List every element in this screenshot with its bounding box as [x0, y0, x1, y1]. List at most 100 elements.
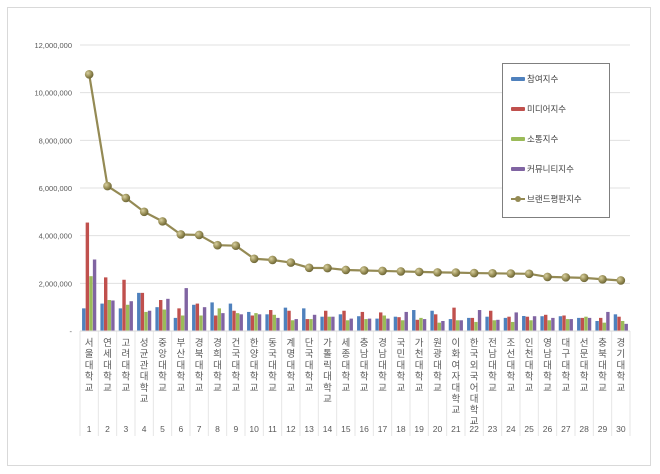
x-category-label: 교	[470, 416, 479, 427]
x-rank-label: 4	[142, 424, 147, 434]
x-category-label: 단	[305, 338, 314, 349]
line-marker	[286, 258, 296, 267]
x-category-label: 학	[250, 372, 259, 383]
y-tick-label: 12,000,000	[34, 41, 72, 50]
x-category-label: 경	[213, 337, 222, 349]
x-category-label: 교	[195, 383, 204, 394]
x-category-label: 대	[103, 360, 112, 371]
x-category-label: 남	[360, 349, 369, 360]
line-marker	[103, 181, 112, 191]
x-category-label: 대	[176, 360, 185, 371]
x-category-label: 교	[268, 383, 277, 394]
bar	[624, 323, 628, 331]
x-category-label: 교	[451, 405, 460, 416]
bar	[565, 319, 570, 331]
line-marker	[323, 263, 332, 273]
bar	[349, 318, 353, 331]
x-rank-label: 12	[286, 424, 296, 434]
bar-series	[82, 222, 628, 331]
bar	[459, 320, 463, 331]
x-category-label: 대	[598, 360, 607, 371]
line-marker	[543, 272, 552, 282]
x-category-label: 가	[415, 338, 424, 349]
bar	[327, 316, 331, 331]
bar	[269, 310, 273, 331]
x-category-label: 조	[506, 338, 515, 349]
x-rank-label: 20	[433, 424, 443, 434]
bar	[551, 317, 555, 331]
line-marker	[121, 193, 131, 203]
bar	[525, 316, 530, 331]
x-category-label: 국	[470, 372, 479, 383]
bar	[580, 317, 585, 331]
bar	[430, 310, 434, 331]
bar	[503, 317, 508, 331]
x-category-label: 대	[616, 360, 625, 371]
line-marker	[378, 266, 387, 276]
bar	[180, 315, 185, 331]
x-category-label: 학	[470, 405, 479, 416]
line-marker	[414, 267, 424, 277]
x-category-label: 대	[470, 394, 479, 405]
x-category-label: 구	[561, 349, 570, 360]
x-category-label: 대	[506, 360, 515, 371]
x-category-label: 대	[561, 360, 570, 371]
x-category-label: 교	[213, 383, 222, 394]
x-category-label: 서	[85, 338, 94, 349]
x-category-label: 려	[121, 348, 130, 360]
x-category-label: 광	[433, 348, 442, 360]
bar	[379, 312, 383, 331]
bar	[210, 302, 214, 331]
bar	[360, 311, 365, 331]
bar	[125, 304, 130, 331]
x-category-label: 교	[250, 383, 259, 394]
x-category-label: 교	[360, 383, 369, 394]
x-category-label: 교	[561, 383, 570, 394]
x-category-label: 화	[451, 349, 460, 360]
x-category-label: 학	[231, 372, 240, 383]
bar	[192, 304, 196, 331]
bar	[569, 319, 573, 331]
x-category-label: 학	[488, 372, 497, 383]
x-category-label: 교	[286, 383, 295, 394]
line-marker	[194, 230, 204, 240]
bar	[441, 320, 445, 331]
bar	[247, 311, 251, 331]
bar	[137, 292, 141, 331]
x-category-label: 가	[323, 338, 332, 349]
x-category-label: 남	[543, 349, 552, 360]
bar	[228, 303, 233, 331]
bar	[448, 319, 453, 331]
x-rank-label: 21	[451, 424, 461, 434]
bar	[338, 314, 343, 331]
x-category-label: 대	[543, 360, 552, 371]
line-marker	[579, 273, 589, 283]
x-category-label: 학	[176, 372, 185, 383]
bar	[613, 314, 618, 331]
bar	[235, 313, 240, 331]
bar	[599, 317, 603, 331]
y-tick-label: 2,000,000	[39, 279, 72, 288]
x-category-label: 인	[525, 338, 534, 349]
x-category-label: 성	[140, 338, 149, 349]
bar	[532, 316, 537, 331]
x-category-label: 선	[506, 349, 515, 360]
bar	[276, 317, 280, 331]
x-rank-label: 17	[378, 424, 388, 434]
line-marker	[469, 268, 479, 278]
x-category-label: 문	[580, 349, 589, 360]
x-category-label: 희	[213, 349, 222, 360]
y-axis: - 2,000,000 4,000,000 6,000,000 8,000,000 10,…	[34, 41, 72, 336]
x-category-label: 대	[121, 360, 130, 371]
x-category-label: 민	[396, 349, 405, 360]
bar	[342, 310, 346, 331]
x-category-label: 대	[580, 360, 589, 371]
x-category-label: 한	[470, 338, 479, 349]
x-category-label: 학	[305, 372, 314, 383]
x-category-label: 대	[286, 360, 295, 371]
x-category-label: 천	[525, 349, 534, 360]
bar	[617, 316, 621, 331]
x-category-label: 교	[543, 383, 552, 394]
x-category-label: 대	[378, 360, 387, 371]
